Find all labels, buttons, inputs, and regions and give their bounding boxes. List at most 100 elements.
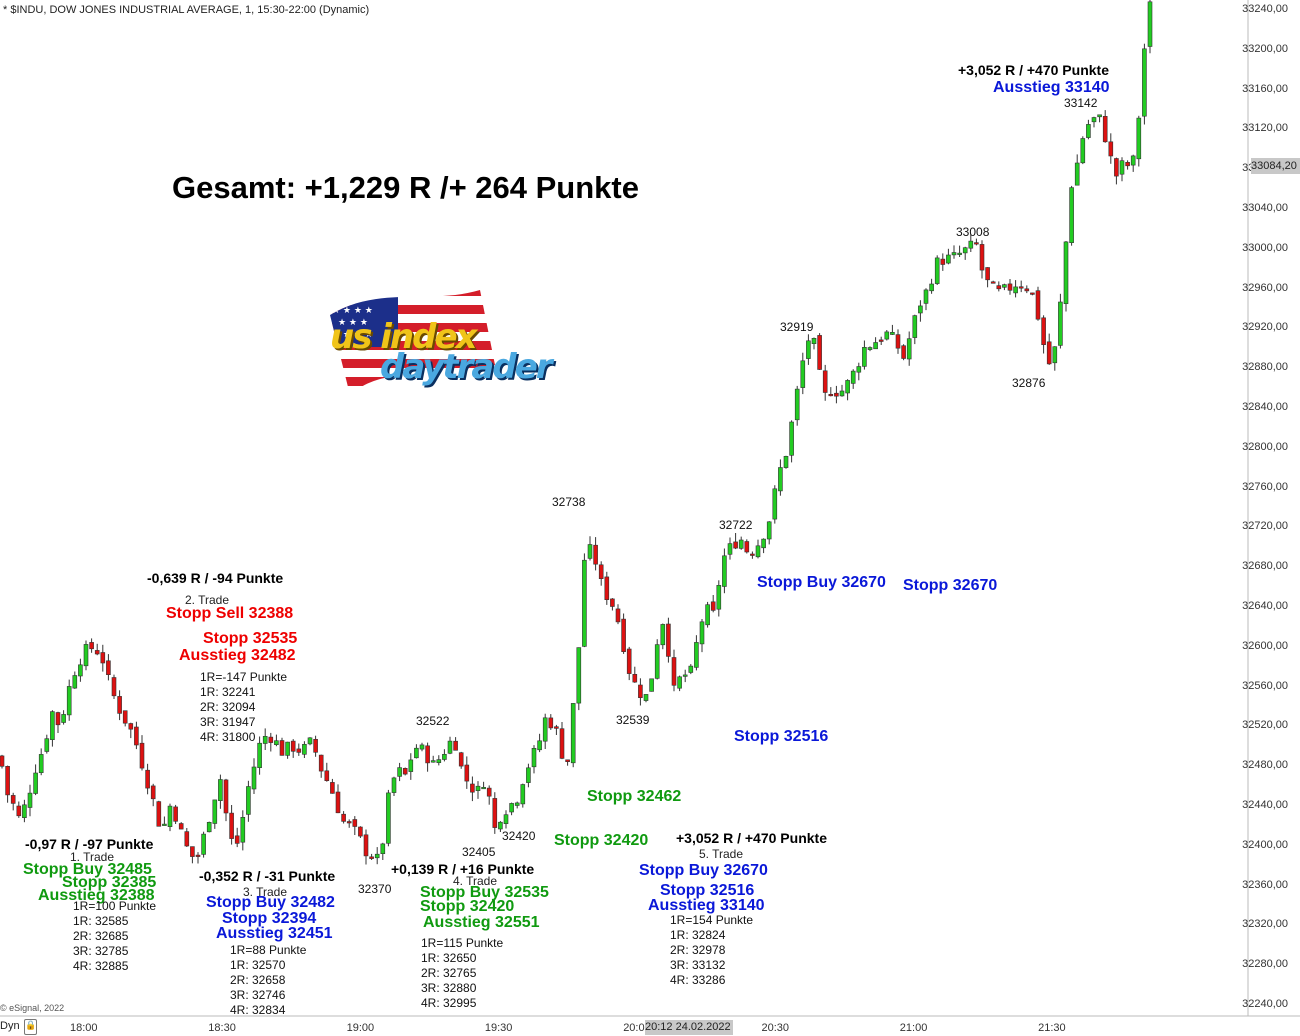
headline: Gesamt: +1,229 R /+ 264 Punkte [172, 170, 639, 205]
y-tick-label: 33160,00 [1242, 82, 1288, 95]
candle-up [33, 772, 38, 794]
stop-32670: Stopp 32670 [903, 577, 998, 594]
trade1-r4: 4R: 32885 [73, 959, 129, 973]
candle-up [845, 380, 850, 394]
candle-up [1052, 346, 1058, 364]
candle-up [934, 257, 940, 284]
y-tick-label: 32320,00 [1242, 918, 1288, 931]
candle-down [817, 335, 822, 370]
candle-up [419, 744, 425, 750]
candle-down [122, 710, 128, 724]
trade5-r4: 4R: 33286 [670, 973, 726, 987]
y-tick-label: 33000,00 [1242, 241, 1288, 254]
candle-down [100, 652, 106, 664]
trade5-r3: 3R: 33132 [670, 958, 726, 972]
candle-up [481, 786, 486, 790]
trade5-r-list: 1R=154 Punkte 1R: 32824 2R: 32978 3R: 33… [670, 913, 753, 988]
trade5-result: +3,052 R / +470 Punkte [676, 830, 827, 846]
candle-down [1024, 288, 1030, 292]
x-tick-label: 20:00 [623, 1022, 651, 1034]
candle-up [374, 853, 380, 859]
y-tick-label: 32920,00 [1242, 321, 1288, 334]
y-tick-label: 32440,00 [1242, 799, 1288, 811]
candle-down [352, 819, 358, 827]
candle-up [475, 785, 481, 792]
candle-up [72, 675, 78, 689]
candle-down [234, 835, 240, 844]
candle-down [979, 244, 985, 271]
y-tick-label: 32360,00 [1242, 878, 1288, 891]
candle-up [677, 676, 682, 689]
trade4-line1: Stopp Buy 32535 [420, 884, 549, 901]
candle-down [195, 854, 201, 857]
candle-up [1002, 284, 1007, 288]
candle-down [341, 813, 346, 822]
trade4-r-list: 1R=115 Punkte 1R: 32650 2R: 32765 3R: 32… [421, 936, 503, 1011]
y-tick-label: 32280,00 [1242, 958, 1288, 971]
trade1-line3: Ausstieg 32388 [38, 887, 155, 904]
svg-text:★ ★ ★ ★: ★ ★ ★ ★ [332, 330, 373, 340]
logo-text-top: us index [330, 317, 477, 357]
extreme-label: 33142 [1064, 96, 1098, 110]
trade2-line3: Ausstieg 32482 [179, 647, 296, 664]
candle-down [710, 601, 716, 611]
candle-up [884, 331, 890, 340]
x-tick-label: 21:00 [899, 1022, 928, 1034]
trade1-r-list: 1R=100 Punkte 1R: 32585 2R: 32685 3R: 32… [73, 899, 156, 974]
candle-down [565, 759, 570, 762]
candle-down [156, 801, 162, 827]
candle-down [598, 564, 604, 579]
trade4-line3: Ausstieg 32551 [423, 914, 540, 931]
candle-down [733, 541, 738, 549]
candle-up [436, 759, 442, 763]
trade3-result: -0,352 R / -31 Punkte [199, 868, 336, 884]
candle-up [1080, 138, 1086, 164]
candle-up [218, 779, 223, 802]
candle-up [509, 803, 514, 813]
candle-up [923, 289, 929, 304]
candle-down [604, 576, 610, 601]
candle-up [582, 559, 587, 647]
trade5-r1: 1R: 32824 [670, 928, 726, 942]
candle-down [828, 393, 834, 397]
candle-down [1114, 158, 1119, 177]
trade2-r1: 1R: 32241 [200, 685, 256, 699]
candle-up [761, 538, 766, 549]
trade1-r3: 3R: 32785 [73, 944, 129, 958]
y-tick-label: 32240,00 [1242, 998, 1288, 1010]
candle-down [279, 740, 285, 756]
candle-down [268, 736, 274, 743]
candle-down [150, 785, 156, 800]
trade2-r3: 3R: 31947 [200, 715, 256, 729]
candle-up [968, 240, 974, 249]
extreme-label: 32420 [502, 829, 536, 843]
candle-up [380, 843, 386, 855]
candle-down [363, 834, 369, 857]
candle-up [1147, 1, 1153, 47]
trade3-r-list: 1R=88 Punkte 1R: 32570 2R: 32658 3R: 327… [230, 943, 306, 1018]
candle-up [794, 388, 800, 421]
candle-down [324, 770, 330, 781]
candle-down [1041, 317, 1046, 345]
candle-down [990, 281, 996, 284]
candle-down [940, 258, 946, 265]
candle-up [391, 777, 397, 793]
candle-up [1063, 241, 1069, 304]
candle-up [262, 735, 268, 744]
candle-up [542, 717, 548, 742]
candle-up [537, 740, 542, 751]
candle-down [626, 648, 632, 674]
trade2-r2: 2R: 32094 [200, 700, 256, 714]
candle-up [918, 305, 923, 314]
trade3-line2: Stopp 32394 [222, 910, 317, 927]
candle-down [346, 821, 352, 824]
lock-icon[interactable]: 🔒 [24, 1019, 37, 1035]
candle-down [1125, 162, 1130, 167]
trade3-label: 3. Trade [243, 885, 288, 899]
candle-up [526, 767, 531, 783]
us-flag-icon: ★ ★ ★ ★ ★ ★ ★ ★ ★ ★ ★ [330, 290, 495, 395]
x-tick-label: 20:30 [761, 1022, 790, 1034]
extreme-label: 32370 [358, 882, 392, 896]
trade1-line1: Stopp Buy 32485 [23, 861, 152, 878]
candle-up [755, 545, 761, 558]
